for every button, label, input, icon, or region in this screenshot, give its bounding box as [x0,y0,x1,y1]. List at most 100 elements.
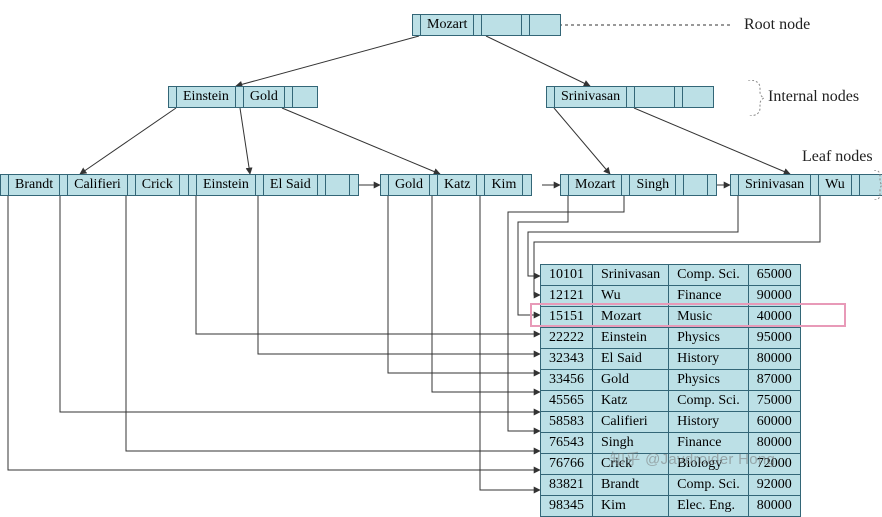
leaf-key-empty [860,175,882,195]
table-cell: 80000 [748,496,800,517]
table-cell: Elec. Eng. [669,496,749,517]
records-table: 10101SrinivasanComp. Sci.6500012121WuFin… [540,264,801,517]
brace-internal [748,80,766,116]
table-cell: Califieri [593,412,669,433]
pointer-slot [430,175,438,195]
pointer-slot [60,175,68,195]
table-cell: 76543 [541,433,593,454]
leaf-key: Wu [819,175,852,195]
table-cell: History [669,349,749,370]
table-row: 58583CalifieriHistory60000 [541,412,801,433]
table-cell: 45565 [541,391,593,412]
leaf-key: Mozart [569,175,622,195]
table-cell: 87000 [748,370,800,391]
root-node: Mozart [412,14,561,36]
table-cell: 65000 [748,265,800,286]
leaf-key: Einstein [197,175,256,195]
pointer-slot [676,175,684,195]
table-row: 22222EinsteinPhysics95000 [541,328,801,349]
table-row: 98345KimElec. Eng.80000 [541,496,801,517]
table-cell: Kim [593,496,669,517]
table-cell: Comp. Sci. [669,391,749,412]
leaf-key-empty [684,175,708,195]
leaf-key: Katz [438,175,477,195]
label-leaf-nodes: Leaf nodes [802,148,873,166]
table-cell: 58583 [541,412,593,433]
leaf-key: Califieri [68,175,128,195]
table-cell: Brandt [593,475,669,496]
sibling-pointer [523,175,531,195]
node-key: Gold [244,87,285,107]
leaf-key: Singh [630,175,676,195]
sibling-pointer [180,175,188,195]
pointer-slot [256,175,264,195]
leaf-node: Mozart Singh [560,174,717,196]
table-cell: 15151 [541,307,593,328]
pointer-slot [477,175,485,195]
pointer-slot [128,175,136,195]
table-cell: 90000 [748,286,800,307]
sibling-pointer [708,175,716,195]
node-key: Einstein [177,87,236,107]
pointer-slot [381,175,389,195]
table-cell: Einstein [593,328,669,349]
leaf-key: Kim [485,175,523,195]
table-cell: Mozart [593,307,669,328]
leaf-key: Brandt [9,175,60,195]
table-row: 12121WuFinance90000 [541,286,801,307]
watermark: 知乎 @Javdroider Hong [610,448,775,469]
table-cell: 33456 [541,370,593,391]
node-key-empty [683,87,713,107]
label-internal-nodes: Internal nodes [768,88,859,106]
table-cell: 12121 [541,286,593,307]
table-cell: Comp. Sci. [669,475,749,496]
label-root-node: Root node [744,16,810,34]
sibling-pointer [350,175,358,195]
table-cell: 76766 [541,454,593,475]
pointer-slot [413,15,421,35]
leaf-node: Einstein El Said [188,174,359,196]
leaf-key: El Said [264,175,318,195]
table-cell: 22222 [541,328,593,349]
pointer-slot [189,175,197,195]
leaf-key-empty [326,175,350,195]
table-row: 83821BrandtComp. Sci.92000 [541,475,801,496]
leaf-key: Crick [136,175,180,195]
table-cell: Wu [593,286,669,307]
table-cell: Srinivasan [593,265,669,286]
table-row: 33456GoldPhysics87000 [541,370,801,391]
table-cell: Finance [669,286,749,307]
table-cell: El Said [593,349,669,370]
leaf-node: Brandt Califieri Crick [0,174,189,196]
pointer-slot [622,175,630,195]
node-key-empty [293,87,317,107]
table-cell: 40000 [748,307,800,328]
table-cell: 10101 [541,265,593,286]
pointer-slot [474,15,482,35]
leaf-node: Gold Katz Kim [380,174,532,196]
internal-node-right: Srinivasan [546,86,714,108]
leaf-key: Gold [389,175,430,195]
table-cell: 75000 [748,391,800,412]
pointer-slot [1,175,9,195]
table-cell: Katz [593,391,669,412]
node-key-empty [635,87,675,107]
table-row: 10101SrinivasanComp. Sci.65000 [541,265,801,286]
table-cell: History [669,412,749,433]
table-row: 45565KatzComp. Sci.75000 [541,391,801,412]
leaf-key: Srinivasan [739,175,811,195]
table-cell: 80000 [748,349,800,370]
pointer-slot [561,175,569,195]
table-cell: Physics [669,328,749,349]
table-cell: 32343 [541,349,593,370]
pointer-slot [169,87,177,107]
pointer-slot [285,87,293,107]
table-cell: 95000 [748,328,800,349]
pointer-slot [852,175,860,195]
table-cell: Music [669,307,749,328]
table-row: 15151MozartMusic40000 [541,307,801,328]
node-key: Srinivasan [555,87,627,107]
pointer-slot [236,87,244,107]
table-cell: 83821 [541,475,593,496]
pointer-slot [731,175,739,195]
